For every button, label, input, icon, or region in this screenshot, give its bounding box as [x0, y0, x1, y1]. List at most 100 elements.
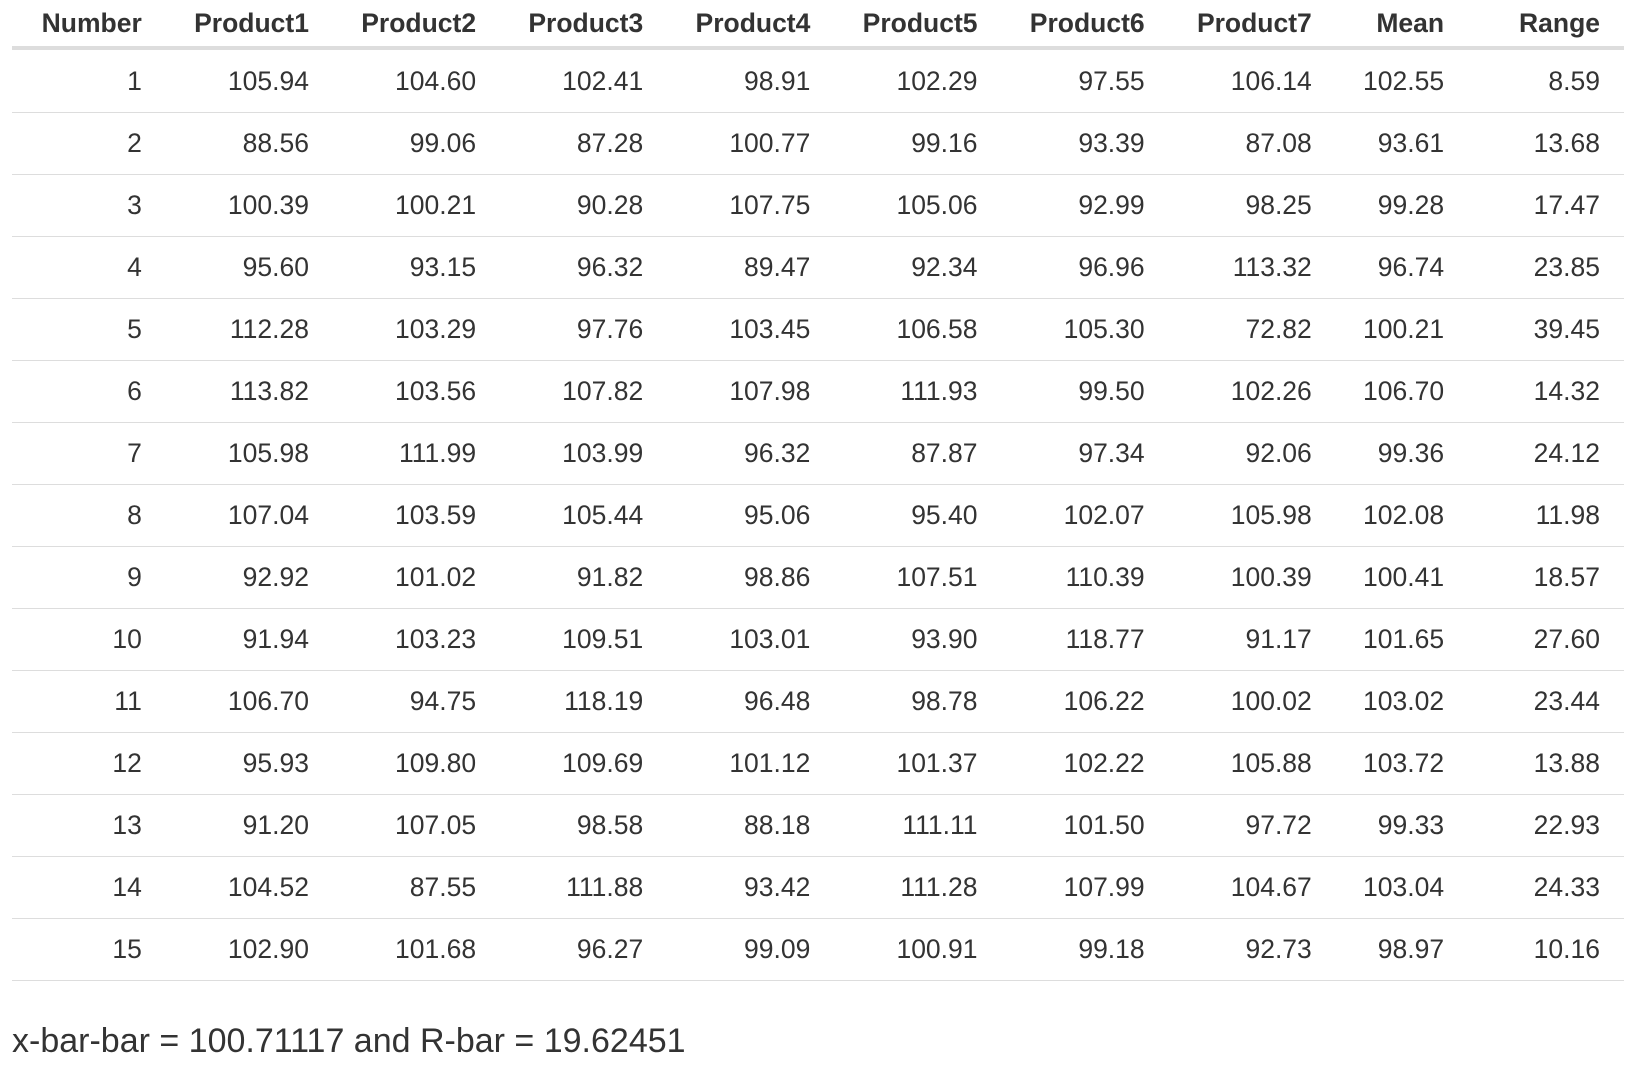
cell-range: 11.98 [1468, 484, 1624, 547]
table-row: 14 104.52 87.55 111.88 93.42 111.28 107.99 104.… [12, 856, 1624, 919]
cell-product1: 107.04 [165, 484, 333, 547]
cell-product5: 111.11 [834, 794, 1002, 857]
cell-product6: 99.50 [1001, 360, 1169, 423]
cell-product3: 103.99 [500, 422, 668, 485]
cell-number: 7 [12, 422, 166, 485]
cell-number: 3 [12, 174, 166, 237]
table-header: Number Product1 Product2 Product3 Produc… [12, 0, 1624, 50]
cell-range: 17.47 [1468, 174, 1624, 237]
cell-product7: 97.72 [1168, 794, 1336, 857]
column-header-number: Number [12, 0, 166, 50]
column-header-product7: Product7 [1168, 0, 1336, 50]
cell-product5: 106.58 [834, 298, 1002, 361]
cell-mean: 103.04 [1335, 856, 1469, 919]
column-header-product1: Product1 [165, 0, 333, 50]
cell-product1: 105.98 [165, 422, 333, 485]
table-body: 1 105.94 104.60 102.41 98.91 102.29 97.55 106.1… [12, 48, 1624, 981]
cell-product2: 101.68 [332, 918, 501, 981]
table-row: 1 105.94 104.60 102.41 98.91 102.29 97.55 106.1… [12, 48, 1624, 113]
cell-mean: 100.41 [1335, 546, 1469, 609]
cell-product6: 107.99 [1001, 856, 1169, 919]
table-row: 8 107.04 103.59 105.44 95.06 95.40 102.07 105.9… [12, 484, 1624, 547]
cell-product2: 94.75 [332, 670, 501, 733]
cell-mean: 96.74 [1335, 236, 1469, 299]
cell-product3: 118.19 [500, 670, 668, 733]
cell-product5: 99.16 [834, 112, 1002, 175]
cell-range: 22.93 [1468, 794, 1624, 857]
cell-product3: 97.76 [500, 298, 668, 361]
cell-range: 24.33 [1468, 856, 1624, 919]
cell-product4: 107.98 [667, 360, 835, 423]
cell-mean: 102.55 [1335, 48, 1469, 113]
cell-product7: 105.98 [1168, 484, 1336, 547]
cell-product1: 91.94 [165, 608, 333, 671]
cell-number: 13 [12, 794, 166, 857]
summary-statistics: x-bar-bar = 100.71117 and R-bar = 19.624… [12, 1022, 686, 1060]
cell-mean: 103.72 [1335, 732, 1469, 795]
cell-product4: 88.18 [667, 794, 835, 857]
cell-range: 24.12 [1468, 422, 1624, 485]
cell-mean: 99.33 [1335, 794, 1469, 857]
cell-product7: 87.08 [1168, 112, 1336, 175]
cell-product6: 105.30 [1001, 298, 1169, 361]
cell-product5: 107.51 [834, 546, 1002, 609]
cell-product5: 98.78 [834, 670, 1002, 733]
cell-product1: 106.70 [165, 670, 333, 733]
cell-product4: 107.75 [667, 174, 835, 237]
cell-product6: 106.22 [1001, 670, 1169, 733]
cell-product5: 111.28 [834, 856, 1002, 919]
cell-product3: 102.41 [500, 48, 668, 113]
cell-product4: 96.32 [667, 422, 835, 485]
cell-product7: 98.25 [1168, 174, 1336, 237]
cell-range: 18.57 [1468, 546, 1624, 609]
cell-product7: 100.39 [1168, 546, 1336, 609]
cell-product5: 93.90 [834, 608, 1002, 671]
table-row: 12 95.93 109.80 109.69 101.12 101.37 102.22 105… [12, 732, 1624, 795]
cell-product6: 93.39 [1001, 112, 1169, 175]
cell-number: 14 [12, 856, 166, 919]
cell-mean: 100.21 [1335, 298, 1469, 361]
cell-product3: 90.28 [500, 174, 668, 237]
table-row: 6 113.82 103.56 107.82 107.98 111.93 99.50 102.… [12, 360, 1624, 423]
cell-product1: 95.93 [165, 732, 333, 795]
cell-product3: 107.82 [500, 360, 668, 423]
cell-product4: 100.77 [667, 112, 835, 175]
cell-product3: 111.88 [500, 856, 668, 919]
cell-product2: 107.05 [332, 794, 501, 857]
cell-product1: 92.92 [165, 546, 333, 609]
cell-range: 23.44 [1468, 670, 1624, 733]
cell-mean: 103.02 [1335, 670, 1469, 733]
cell-range: 14.32 [1468, 360, 1624, 423]
cell-range: 23.85 [1468, 236, 1624, 299]
cell-product7: 100.02 [1168, 670, 1336, 733]
cell-product6: 102.22 [1001, 732, 1169, 795]
cell-product3: 105.44 [500, 484, 668, 547]
cell-product3: 98.58 [500, 794, 668, 857]
table-row: 15 102.90 101.68 96.27 99.09 100.91 99.18 92.73… [12, 918, 1624, 981]
cell-product4: 93.42 [667, 856, 835, 919]
cell-product2: 103.23 [332, 608, 501, 671]
cell-product6: 97.55 [1001, 48, 1169, 113]
cell-product1: 104.52 [165, 856, 333, 919]
column-header-product5: Product5 [834, 0, 1002, 50]
cell-product7: 92.73 [1168, 918, 1336, 981]
cell-number: 6 [12, 360, 166, 423]
cell-product5: 101.37 [834, 732, 1002, 795]
cell-number: 5 [12, 298, 166, 361]
cell-product7: 106.14 [1168, 48, 1336, 113]
cell-number: 10 [12, 608, 166, 671]
data-table: Number Product1 Product2 Product3 Produc… [12, 0, 1624, 981]
cell-product5: 95.40 [834, 484, 1002, 547]
cell-product5: 111.93 [834, 360, 1002, 423]
cell-product6: 102.07 [1001, 484, 1169, 547]
cell-product6: 99.18 [1001, 918, 1169, 981]
column-header-range: Range [1468, 0, 1624, 50]
cell-product3: 96.32 [500, 236, 668, 299]
cell-product4: 95.06 [667, 484, 835, 547]
cell-product5: 87.87 [834, 422, 1002, 485]
cell-product3: 87.28 [500, 112, 668, 175]
column-header-product3: Product3 [500, 0, 668, 50]
cell-product1: 91.20 [165, 794, 333, 857]
cell-product6: 110.39 [1001, 546, 1169, 609]
